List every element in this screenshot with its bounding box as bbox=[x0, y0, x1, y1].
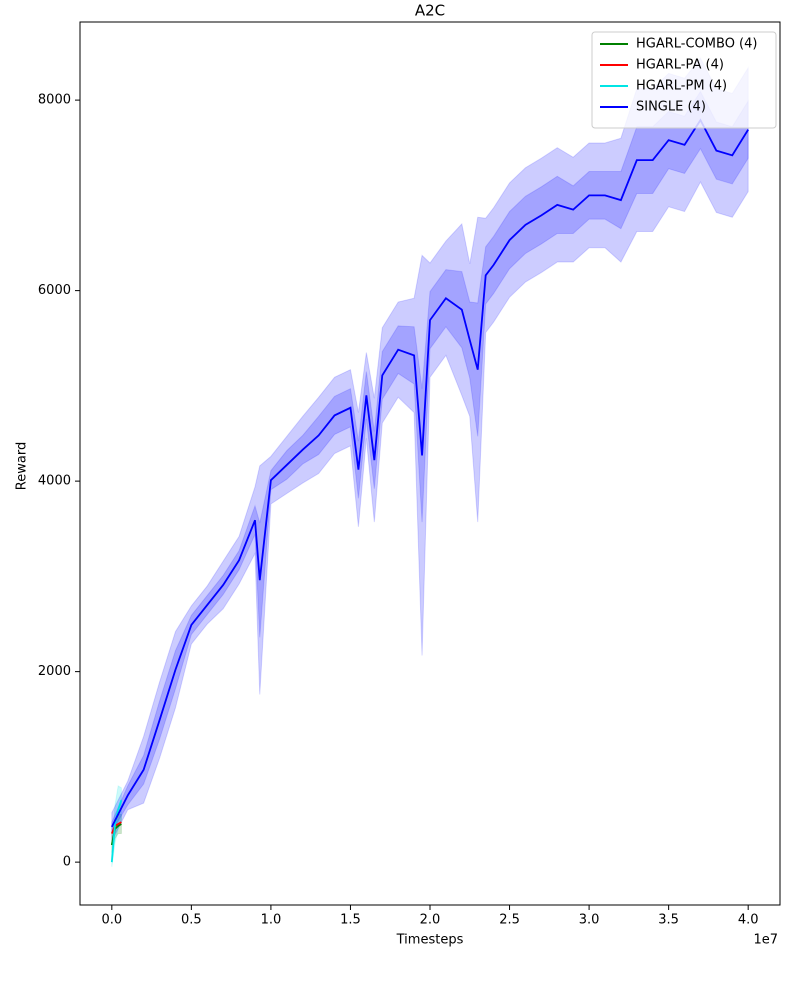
chart-title: A2C bbox=[415, 2, 445, 20]
y-axis-label: Reward bbox=[15, 442, 30, 490]
x-tick-label: 1.0 bbox=[261, 913, 282, 928]
x-tick-label: 0.0 bbox=[101, 913, 122, 928]
band bbox=[111, 57, 749, 842]
y-tick-label: 2000 bbox=[38, 664, 71, 679]
x-tick-label: 1.5 bbox=[340, 913, 361, 928]
y-tick-label: 0 bbox=[63, 855, 71, 870]
line bbox=[111, 118, 749, 828]
x-tick-label: 3.0 bbox=[579, 913, 600, 928]
legend-label: HGARL-PM (4) bbox=[636, 79, 727, 94]
y-tick-label: 8000 bbox=[38, 93, 71, 108]
x-tick-label: 3.5 bbox=[658, 913, 679, 928]
plot-frame bbox=[79, 21, 781, 906]
legend-box bbox=[591, 31, 777, 129]
x-tick-label: 4.0 bbox=[738, 913, 759, 928]
x-offset-label: 1e7 bbox=[753, 933, 778, 948]
legend-label: SINGLE (4) bbox=[636, 100, 706, 115]
band bbox=[111, 90, 749, 834]
x-tick-label: 0.5 bbox=[181, 913, 202, 928]
legend-label: HGARL-PA (4) bbox=[636, 58, 724, 73]
legend-label: HGARL-COMBO (4) bbox=[636, 37, 757, 52]
line bbox=[110, 821, 122, 834]
y-tick-label: 4000 bbox=[38, 474, 71, 489]
legend: HGARL-COMBO (4) HGARL-PA (4) HGARL-PM (4) S… bbox=[591, 31, 777, 129]
x-tick-label: 2.0 bbox=[420, 913, 441, 928]
x-tick-label: 2.5 bbox=[499, 913, 520, 928]
x-axis-label: Timesteps bbox=[396, 933, 464, 948]
y-tick-label: 6000 bbox=[38, 283, 71, 298]
